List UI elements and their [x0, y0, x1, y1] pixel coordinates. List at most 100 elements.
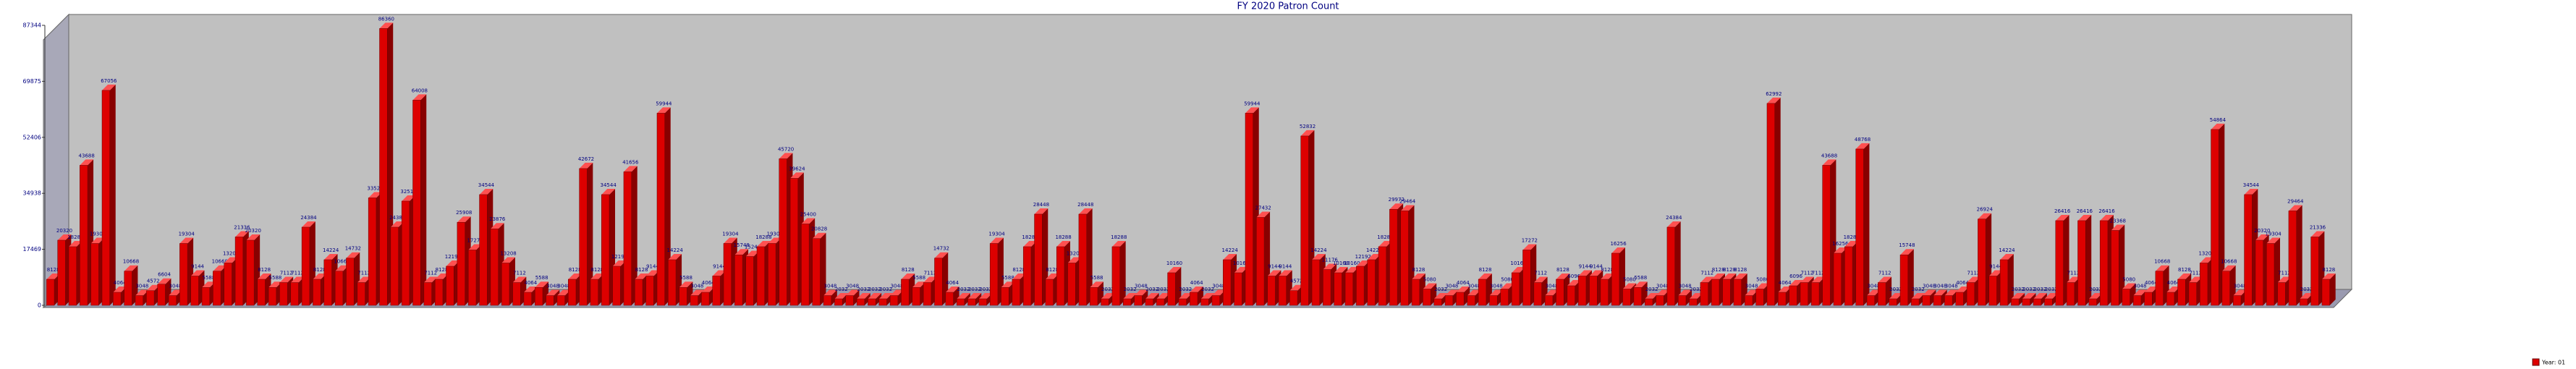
- bar: [590, 279, 598, 306]
- data-label: 10160: [1233, 260, 1249, 266]
- bar-side: [2119, 224, 2125, 305]
- bar: [46, 279, 55, 306]
- bar-side: [2219, 123, 2225, 305]
- data-label: 8128: [1479, 267, 1492, 273]
- data-label: 5588: [1634, 275, 1647, 281]
- bar-side: [820, 232, 826, 305]
- bar-top: [790, 172, 804, 179]
- data-label: 9144: [646, 263, 659, 269]
- data-label: 7112: [924, 270, 937, 276]
- data-label: 10160: [1344, 260, 1360, 266]
- bar-top: [1589, 270, 1603, 276]
- bar: [190, 276, 199, 306]
- data-label: 41656: [622, 159, 639, 165]
- bar: [124, 271, 132, 306]
- bar-top: [1834, 247, 1847, 253]
- data-label: 20320: [56, 228, 72, 234]
- bar-side: [964, 292, 970, 305]
- data-label: 14224: [1222, 247, 1239, 253]
- bar: [1778, 292, 1787, 306]
- data-label: 5080: [2122, 276, 2135, 282]
- bar: [701, 292, 710, 306]
- bar-top: [279, 276, 294, 283]
- bar: [80, 165, 88, 306]
- bar-top: [1855, 143, 1870, 149]
- bar-side: [1685, 289, 1692, 305]
- bar-top: [2321, 273, 2336, 279]
- bar-top: [1289, 284, 1304, 291]
- data-label: 3048: [891, 283, 904, 289]
- bar: [523, 292, 532, 306]
- data-label: 18288: [67, 234, 83, 240]
- bar-side: [2296, 205, 2302, 305]
- data-label: 45720: [778, 146, 794, 152]
- bar: [1844, 246, 1853, 306]
- bar-side: [1175, 266, 1182, 305]
- bar: [1955, 292, 1964, 306]
- data-label: 2032: [2089, 287, 2102, 292]
- bar-top: [868, 292, 882, 299]
- data-label: 43688: [1821, 153, 1837, 158]
- y-tick-label: 87344: [23, 22, 41, 29]
- data-label: 7112: [1812, 270, 1825, 276]
- data-label: 5080: [1756, 276, 1769, 282]
- data-label: 5080: [1623, 276, 1636, 282]
- bar-top: [690, 289, 704, 296]
- y-tick-label: 34938: [23, 190, 41, 197]
- data-label: 4064: [1457, 280, 1470, 286]
- bar: [2132, 295, 2142, 306]
- bar-top: [1733, 273, 1747, 279]
- bar: [1234, 272, 1242, 306]
- bar: [1134, 295, 1143, 306]
- chart-title: FY 2020 Patron Count: [1237, 1, 1339, 12]
- bar-top: [523, 286, 538, 292]
- bar-top: [579, 162, 593, 169]
- bar-top: [1578, 270, 1592, 276]
- bar: [490, 228, 499, 306]
- bar: [756, 246, 766, 306]
- bar: [1101, 298, 1109, 306]
- bar: [1766, 103, 1775, 306]
- data-label: 8128: [1556, 267, 1569, 273]
- bar: [1423, 289, 1431, 306]
- data-label: 19304: [767, 231, 784, 237]
- data-label: 3048: [1679, 283, 1692, 289]
- bar-top: [2067, 276, 2080, 283]
- bar-side: [1863, 143, 1870, 305]
- bar: [1178, 298, 1187, 306]
- bar-top: [2100, 214, 2114, 221]
- bar-top: [1090, 281, 1103, 288]
- bar: [1001, 287, 1009, 306]
- bar-top: [556, 289, 571, 296]
- bar-top: [1134, 289, 1148, 296]
- bar: [868, 298, 876, 306]
- bar-top: [2011, 292, 2025, 299]
- bar: [1344, 272, 1354, 306]
- bar: [2321, 279, 2330, 306]
- data-label: 28448: [1033, 202, 1049, 208]
- data-label: 16256: [1610, 241, 1627, 247]
- bar-top: [1078, 208, 1093, 214]
- bar: [679, 287, 687, 306]
- data-label: 10668: [212, 259, 228, 265]
- bar: [579, 168, 588, 306]
- data-label: 9144: [1268, 263, 1281, 269]
- data-label: 3048: [1934, 283, 1947, 289]
- bar-top: [1522, 244, 1537, 250]
- bar-top: [102, 84, 116, 90]
- bar-side: [1930, 289, 1936, 305]
- bar: [2300, 298, 2308, 306]
- data-label: 3048: [1867, 283, 1880, 289]
- data-label: 19304: [722, 231, 739, 237]
- data-label: 5080: [1501, 276, 1514, 282]
- bar-side: [587, 162, 593, 305]
- legend-swatch: [2532, 358, 2540, 366]
- bar: [2099, 220, 2109, 306]
- bar: [1500, 289, 1509, 306]
- data-label: 3048: [1135, 283, 1148, 289]
- bar: [1378, 246, 1387, 306]
- bar: [856, 298, 865, 306]
- bar-side: [2007, 253, 2014, 305]
- data-label: 3048: [1212, 283, 1225, 289]
- bar-top: [1045, 273, 1059, 279]
